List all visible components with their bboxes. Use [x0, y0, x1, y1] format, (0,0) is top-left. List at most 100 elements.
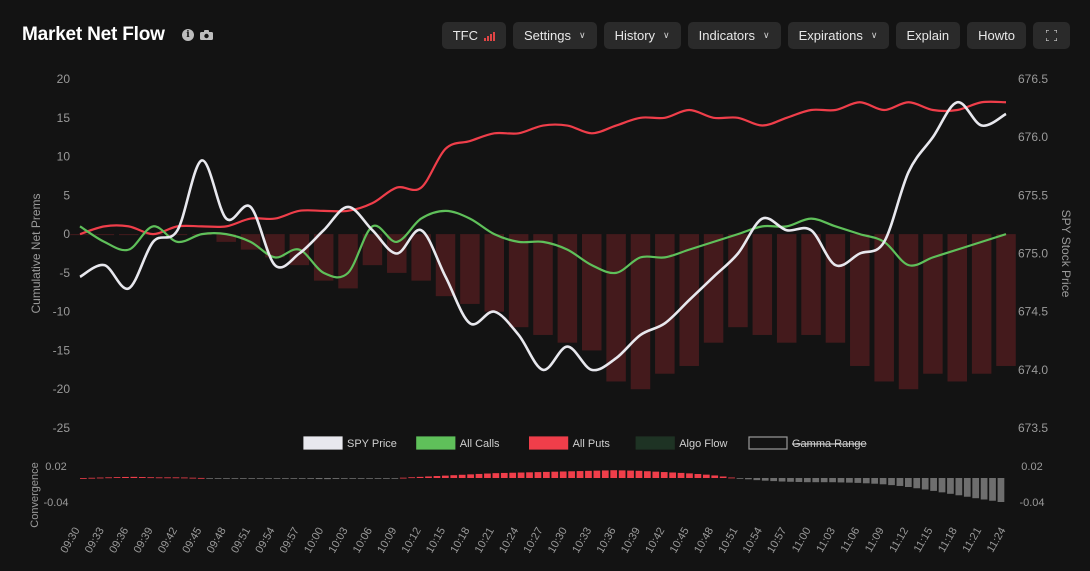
algo-flow-bar: [655, 234, 675, 374]
convergence-bar: [408, 477, 416, 479]
convergence-bar: [88, 477, 96, 479]
algo-flow-bar: [118, 234, 139, 236]
x-tick-label: 10:09: [375, 526, 399, 556]
y2-tick-label: 674.5: [1018, 305, 1048, 319]
convergence-bar: [475, 473, 483, 478]
convergence-bar: [871, 478, 879, 484]
expirations-button[interactable]: Expirations ∨: [787, 22, 889, 49]
settings-button[interactable]: Settings ∨: [513, 22, 597, 49]
legend-all-calls: All Calls: [460, 438, 500, 450]
convergence-bar: [862, 478, 870, 484]
algo-flow-bar: [776, 234, 797, 343]
toolbar: TFC Settings ∨ History ∨ Indicators ∨ Expir…: [441, 22, 1070, 49]
convergence-bar: [930, 478, 937, 491]
convergence-bar: [568, 471, 575, 478]
convergence-bar: [189, 477, 197, 479]
convergence-bar: [745, 478, 752, 480]
convergence-bar: [989, 478, 996, 501]
conv-y-tick-label: -0.04: [43, 497, 68, 509]
algo-flow-bar: [874, 234, 894, 382]
explain-button[interactable]: Explain: [895, 22, 961, 49]
algo-flow-bar: [703, 234, 724, 343]
explain-label: Explain: [906, 28, 950, 43]
legend-all-calls-swatch: [416, 436, 456, 450]
x-tick-label: 10:39: [619, 526, 643, 556]
legend[interactable]: SPY Price All Calls All Puts Algo Flow Gamma…: [303, 436, 867, 450]
y-tick-label: -5: [59, 266, 70, 280]
x-tick-label: 09:42: [156, 526, 180, 556]
convergence-bar: [635, 470, 643, 478]
x-tick-label: 11:09: [863, 526, 887, 555]
x-tick-label: 10:48: [692, 526, 716, 556]
convergence-bar: [888, 478, 895, 486]
y2-tick-label: 673.5: [1018, 421, 1048, 435]
convergence-bar: [795, 478, 803, 482]
tfc-button[interactable]: TFC: [441, 22, 506, 49]
convergence-bar: [181, 477, 188, 479]
y-tick-label: 5: [63, 188, 70, 202]
convergence-bar: [526, 472, 533, 478]
convergence-bar: [231, 478, 239, 479]
x-tick-label: 09:48: [205, 526, 229, 556]
convergence-bar: [601, 470, 609, 478]
algo-flow-bar: [435, 234, 456, 297]
convergence-bar: [896, 478, 904, 486]
algo-flow-bar: [533, 234, 553, 335]
convergence-bar: [644, 471, 651, 478]
convergence-bar: [761, 478, 769, 481]
x-tick-label: 09:54: [253, 526, 277, 556]
info-icon[interactable]: i: [182, 29, 194, 41]
y2-tick-label: 676.0: [1018, 130, 1048, 144]
convergence-bar: [366, 478, 373, 479]
convergence-bar: [846, 478, 853, 483]
convergence-bar: [972, 478, 980, 499]
y-axis-label: Cumulative Net Prems: [29, 193, 43, 313]
history-button[interactable]: History ∨: [603, 22, 681, 49]
convergence-bar: [248, 478, 256, 479]
convergence-bar: [265, 478, 272, 479]
legend-gamma-range-swatch: [748, 436, 788, 450]
algo-flow-bar: [70, 234, 90, 236]
algo-flow-bar: [508, 234, 529, 328]
convergence-bar: [904, 478, 912, 487]
convergence-bar: [753, 478, 761, 481]
conv-y2-tick-label: 0.02: [1021, 461, 1042, 473]
convergence-bar: [138, 477, 146, 478]
x-tick-label: 09:51: [229, 526, 253, 556]
algo-flow-bar: [825, 234, 846, 343]
convergence-bar: [425, 476, 432, 478]
indicators-button[interactable]: Indicators ∨: [687, 22, 781, 49]
convergence-bar: [349, 478, 357, 479]
convergence-bar: [820, 478, 828, 483]
convergence-bar: [147, 477, 155, 479]
convergence-bar: [652, 471, 660, 478]
howto-button[interactable]: Howto: [967, 22, 1026, 49]
x-tick-label: 10:06: [351, 526, 375, 556]
x-tick-label: 09:39: [132, 526, 156, 556]
convergence-plot: [80, 470, 1005, 502]
x-tick-label: 10:00: [302, 526, 326, 556]
fullscreen-icon[interactable]: [1033, 22, 1070, 49]
y-tick-label: 0: [63, 227, 70, 241]
convergence-bar: [256, 478, 264, 479]
x-tick-label: 10:24: [497, 526, 521, 556]
all-calls-line: [79, 209, 1007, 279]
x-tick-label: 09:45: [180, 526, 204, 556]
convergence-bar: [105, 477, 112, 479]
convergence-bar: [500, 472, 508, 478]
settings-label: Settings: [524, 28, 571, 43]
main-plot: [70, 100, 1016, 390]
x-tick-label: 10:45: [668, 526, 692, 556]
algo-flow-bar: [411, 234, 431, 281]
convergence-bar: [357, 478, 365, 479]
x-tick-label: 10:33: [570, 526, 594, 556]
convergence-bar: [374, 478, 382, 479]
convergence-bar: [298, 478, 306, 479]
convergence-bar: [576, 471, 584, 478]
convergence-bar: [543, 471, 550, 478]
convergence-bar: [677, 472, 685, 478]
x-tick-label: 10:03: [326, 526, 350, 556]
camera-icon[interactable]: [200, 30, 213, 40]
x-tick-label: 10:36: [595, 526, 619, 556]
